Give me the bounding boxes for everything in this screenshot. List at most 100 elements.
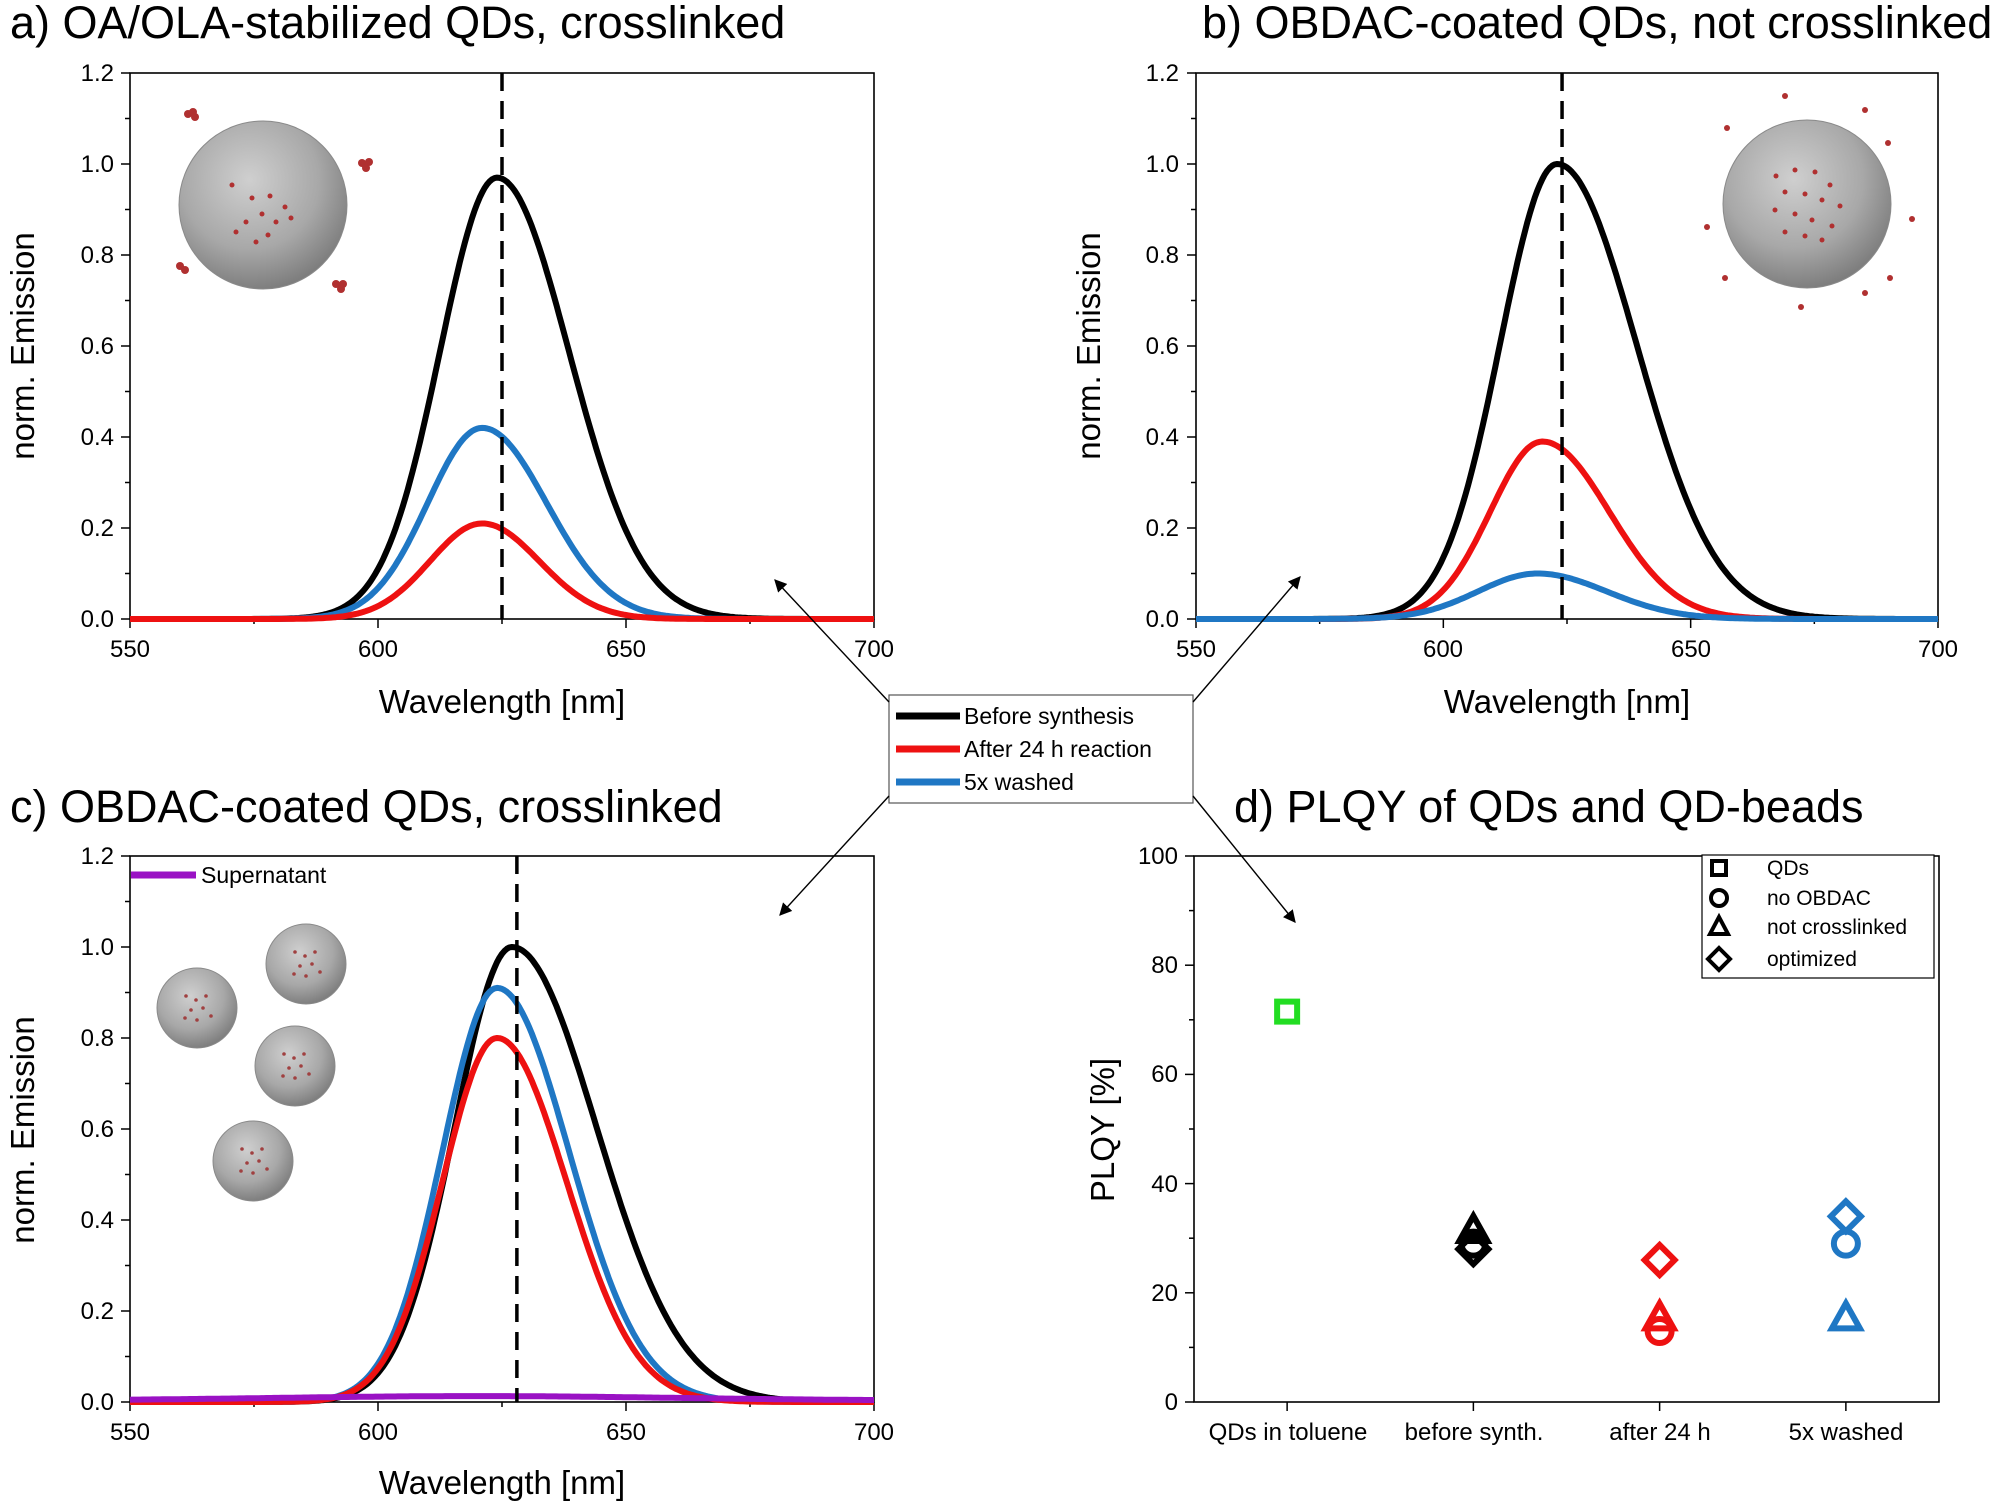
- y-tick-label: 0.6: [81, 333, 114, 360]
- plqy-point-triangle: [1826, 1297, 1865, 1332]
- series-line-5x-washed: [1195, 570, 1939, 622]
- x-tick-label: 600: [358, 636, 398, 663]
- series-line-supernatant: [129, 1393, 875, 1403]
- y-tick-label: 0.8: [81, 242, 114, 269]
- panel-d-legend: QDs no OBDAC not crosslinked optimized: [1701, 854, 1935, 979]
- legend-circle-marker: [1709, 888, 1729, 908]
- arrow-to-panel-d: [1192, 795, 1296, 923]
- x-tick-label: 550: [1176, 636, 1216, 663]
- x-axis-label: Wavelength [nm]: [379, 683, 625, 720]
- panel-d: 0 20 40 60 80 100 QDs in toluene before …: [1084, 843, 1940, 1446]
- x-tick-label: 700: [854, 1419, 894, 1446]
- legend-label: Before synthesis: [964, 703, 1134, 729]
- y-tick-label: 0.0: [81, 1389, 114, 1416]
- shared-legend: Before synthesis After 24 h reaction 5x …: [888, 694, 1194, 804]
- panel-d-points: [1274, 998, 1866, 1347]
- arrow-to-panel-a: [774, 579, 890, 703]
- y-axis-label: norm. Emission: [1070, 232, 1107, 459]
- legend-diamond-marker: [1705, 945, 1733, 973]
- y-axis-label: PLQY [%]: [1084, 1058, 1121, 1202]
- y-tick-label: 1.2: [1146, 60, 1179, 87]
- plqy-point-triangle: [1640, 1297, 1679, 1332]
- y-tick-label: 1.2: [81, 60, 114, 87]
- plqy-point-diamond: [1826, 1197, 1866, 1236]
- plqy-point-square: [1274, 998, 1301, 1025]
- legend-label: Supernatant: [201, 862, 327, 888]
- panel-a-ticks: [121, 72, 875, 628]
- panel-c: 550 600 650 700 0.0 0.2 0.4 0.6 0.8 1.0 …: [4, 843, 894, 1501]
- y-tick-label: 1.0: [81, 151, 114, 178]
- panel-a: 550 600 650 700 0.0 0.2 0.4 0.6 0.8 1.0 …: [4, 60, 894, 720]
- arrow-to-panel-b: [1192, 576, 1301, 703]
- panel-b-curves: [1195, 73, 1939, 622]
- y-tick-label: 0.2: [81, 515, 114, 542]
- plqy-point-circle: [1830, 1228, 1861, 1259]
- panel-b-ticks: [1187, 72, 1939, 628]
- panel-a-title: a) OA/OLA-stabilized QDs, crosslinked: [10, 0, 785, 48]
- legend-label: not crosslinked: [1767, 916, 1907, 939]
- y-tick-label: 0.8: [1146, 242, 1179, 269]
- y-tick-label: 1.0: [81, 934, 114, 961]
- y-tick-label: 0.4: [81, 424, 114, 451]
- y-axis-label: norm. Emission: [4, 1016, 41, 1243]
- y-tick-label: 0: [1165, 1389, 1178, 1416]
- legend-label: After 24 h reaction: [964, 736, 1152, 762]
- y-tick-label: 0.0: [1146, 606, 1179, 633]
- legend-label: QDs: [1767, 857, 1809, 880]
- y-tick-label: 40: [1151, 1171, 1178, 1198]
- x-tick-label: after 24 h: [1609, 1419, 1710, 1446]
- legend-label: no OBDAC: [1767, 887, 1871, 910]
- legend-label: optimized: [1767, 948, 1857, 971]
- x-tick-label: 650: [606, 636, 646, 663]
- y-tick-label: 0.6: [81, 1116, 114, 1143]
- y-tick-label: 1.0: [1146, 151, 1179, 178]
- x-tick-label: 700: [854, 636, 894, 663]
- x-tick-label: 650: [1671, 636, 1711, 663]
- panel-a-curves: [129, 73, 875, 622]
- y-tick-label: 0.2: [1146, 515, 1179, 542]
- y-tick-label: 20: [1151, 1280, 1178, 1307]
- bead-illustration-a: [176, 108, 373, 293]
- y-tick-label: 0.6: [1146, 333, 1179, 360]
- y-tick-label: 60: [1151, 1061, 1178, 1088]
- panel-c-title: c) OBDAC-coated QDs, crosslinked: [10, 781, 723, 832]
- legend-square-marker: [1710, 859, 1728, 877]
- legend-label: 5x washed: [964, 769, 1074, 795]
- bead-illustration-c: [156, 923, 347, 1202]
- series-line-after-24-h-reaction: [1195, 438, 1939, 622]
- panel-c-curves: [129, 856, 875, 1405]
- series-line-after-24-h-reaction: [129, 1035, 875, 1405]
- plqy-point-circle: [1644, 1316, 1675, 1347]
- y-tick-label: 1.2: [81, 843, 114, 870]
- arrow-to-panel-c: [779, 795, 890, 916]
- y-tick-label: 100: [1138, 843, 1178, 870]
- panel-b-title: b) OBDAC-coated QDs, not crosslinked: [1202, 0, 1992, 48]
- panel-d-ticks: [1185, 855, 1847, 1411]
- legend-supernatant: Supernatant: [131, 862, 327, 888]
- x-tick-label: 5x washed: [1789, 1419, 1904, 1446]
- y-tick-label: 0.0: [81, 606, 114, 633]
- bead-illustration-b: [1704, 93, 1915, 310]
- x-tick-label: 550: [110, 636, 150, 663]
- x-tick-label: 700: [1918, 636, 1958, 663]
- x-tick-label: 600: [1423, 636, 1463, 663]
- panel-d-title: d) PLQY of QDs and QD-beads: [1234, 781, 1863, 832]
- y-tick-label: 0.4: [1146, 424, 1179, 451]
- x-tick-label: QDs in toluene: [1209, 1419, 1368, 1446]
- x-tick-label: 600: [358, 1419, 398, 1446]
- y-tick-label: 0.8: [81, 1025, 114, 1052]
- legend-triangle-marker: [1706, 912, 1732, 936]
- y-tick-label: 0.2: [81, 1298, 114, 1325]
- y-tick-label: 80: [1151, 952, 1178, 979]
- plqy-point-diamond: [1640, 1240, 1679, 1280]
- x-tick-label: before synth.: [1405, 1419, 1544, 1446]
- x-axis-label: Wavelength [nm]: [379, 1464, 625, 1501]
- plqy-point-diamond: [1454, 1229, 1493, 1269]
- x-axis-label: Wavelength [nm]: [1444, 683, 1690, 720]
- legend-arrows: [774, 576, 1301, 923]
- y-axis-label: norm. Emission: [4, 232, 41, 459]
- x-tick-label: 550: [110, 1419, 150, 1446]
- plqy-point-triangle: [1454, 1209, 1493, 1245]
- panel-b: 550 600 650 700 0.0 0.2 0.4 0.6 0.8 1.0 …: [1070, 60, 1958, 720]
- y-tick-label: 0.4: [81, 1207, 114, 1234]
